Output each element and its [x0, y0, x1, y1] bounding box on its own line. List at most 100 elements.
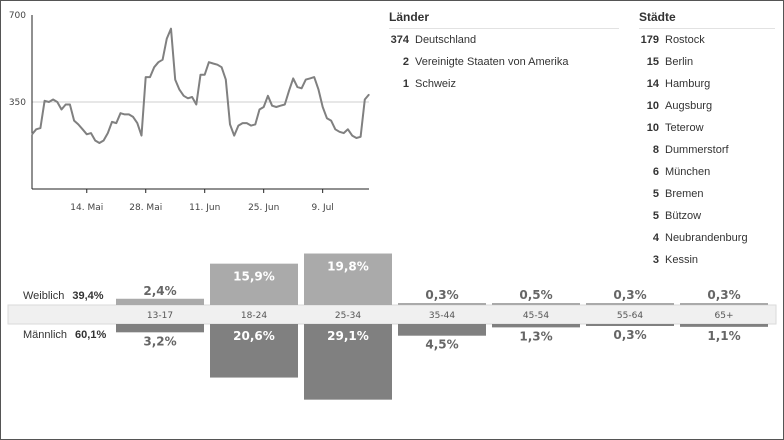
data-point [271, 105, 273, 107]
data-point [204, 74, 206, 76]
y-tick-label: 700 [9, 11, 26, 21]
data-point [225, 79, 227, 81]
count: 5 [652, 210, 659, 222]
male-bar [492, 324, 580, 328]
city-row: 10 Teterow [637, 122, 704, 134]
data-point [360, 136, 362, 138]
count: 8 [652, 144, 659, 156]
data-point [162, 59, 164, 61]
data-point [313, 76, 315, 78]
data-point [347, 128, 349, 130]
male-bar [680, 324, 768, 327]
male-value-label: 1,3% [519, 329, 552, 343]
male-bar [586, 324, 674, 326]
x-tick-label: 28. Mai [129, 203, 162, 213]
name: Hamburg [665, 78, 711, 90]
data-point [31, 133, 33, 135]
data-point [178, 89, 180, 91]
female-total: 39,4% [72, 290, 104, 302]
y-tick-label: 350 [9, 98, 26, 108]
data-point [48, 101, 50, 103]
city-row: 179 Rostock [637, 34, 705, 46]
data-point [216, 64, 218, 66]
data-point [364, 98, 366, 101]
traffic-line-chart: 700 350 14. Mai 28. Mai 11. Jun 25. Jun 9. Jul [9, 11, 370, 213]
data-point [140, 135, 143, 137]
data-point [52, 98, 54, 101]
male-bar [210, 324, 298, 378]
data-point [326, 117, 328, 119]
age-category-label: 55-64 [617, 311, 643, 321]
data-point [149, 76, 151, 78]
data-point [90, 132, 92, 134]
data-point [69, 103, 71, 106]
female-bar [398, 303, 486, 305]
data-point [98, 142, 100, 144]
count: 14 [646, 78, 659, 90]
data-point [317, 89, 320, 91]
data-point [132, 116, 134, 118]
cities-title: Städte [639, 10, 676, 24]
data-point [128, 113, 130, 115]
data-point [296, 86, 298, 88]
count: 10 [646, 100, 659, 112]
data-point [56, 101, 58, 103]
name: München [665, 166, 711, 178]
data-point [115, 122, 117, 124]
name: Teterow [665, 122, 704, 134]
data-point [258, 108, 261, 111]
female-bar [304, 253, 392, 305]
countries-divider [389, 28, 619, 29]
traffic-series-line [31, 27, 370, 144]
female-value-label: 0,3% [613, 288, 646, 302]
male-legend: Männlich 60,1% [23, 329, 106, 341]
data-point [305, 79, 307, 81]
city-row: 10 Augsburg [637, 100, 712, 112]
age-category-label: 25-34 [335, 311, 361, 321]
count: 15 [646, 56, 659, 68]
female-bar [116, 298, 204, 305]
data-point [107, 132, 109, 134]
name: Deutschland [415, 34, 477, 46]
name: Bremen [665, 188, 704, 200]
data-point [183, 95, 185, 97]
data-point [94, 139, 96, 142]
data-point [212, 62, 214, 65]
female-value-label: 0,3% [707, 288, 740, 302]
male-value-label: 29,1% [327, 329, 369, 343]
male-bar [398, 324, 486, 336]
name: Bützow [665, 210, 702, 222]
female-value-label: 0,3% [425, 288, 458, 302]
x-tick-label: 25. Jun [248, 203, 279, 213]
data-point [221, 66, 223, 68]
data-point [157, 61, 159, 63]
city-row: 8 Dummerstorf [637, 144, 729, 156]
data-point [284, 103, 286, 106]
cities-divider [639, 28, 775, 29]
city-row: 5 Bremen [637, 188, 704, 200]
female-bar [492, 303, 580, 305]
name: Schweiz [415, 78, 456, 90]
male-total: 60,1% [75, 329, 107, 341]
data-point [153, 66, 155, 68]
data-point [124, 113, 126, 115]
data-point [292, 77, 294, 79]
data-point [187, 97, 189, 99]
data-point [334, 128, 336, 130]
female-value-label: 2,4% [143, 284, 176, 298]
female-legend: Weiblich 39,4% [23, 290, 104, 302]
x-tick-label: 9. Jul [312, 203, 334, 213]
data-point [103, 139, 105, 142]
data-point [60, 108, 63, 111]
country-row: 374 Deutschland [387, 34, 477, 46]
name: Rostock [665, 34, 705, 46]
male-value-label: 4,5% [425, 338, 458, 352]
data-point [368, 93, 370, 96]
data-point [242, 122, 244, 124]
age-category-label: 65+ [715, 311, 734, 321]
count: 6 [652, 166, 659, 178]
city-row: 4 Neubrandenburg [637, 232, 748, 244]
name: Vereinigte Staaten von Amerika [415, 56, 569, 68]
age-category-label: 13-17 [147, 311, 173, 321]
